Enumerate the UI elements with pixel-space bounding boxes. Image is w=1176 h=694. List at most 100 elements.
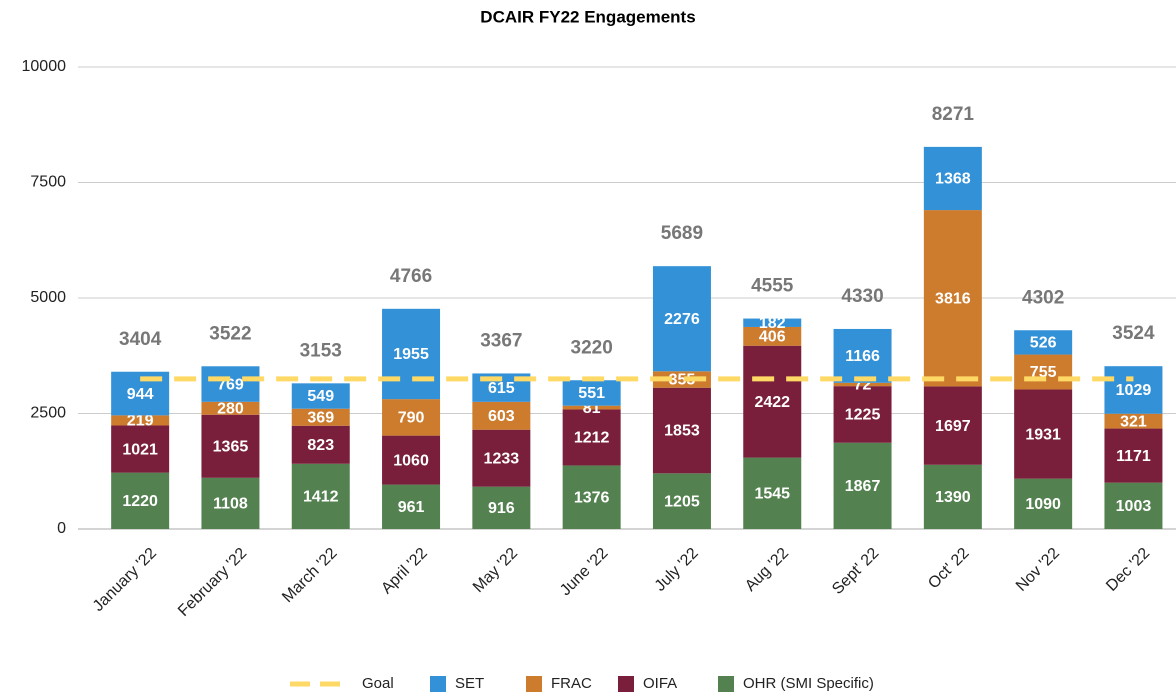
bar-segment: [562, 405, 621, 410]
value-label: 1867: [845, 478, 881, 495]
x-tick-label: Nov '22: [1013, 545, 1063, 595]
bar-segment: [743, 318, 802, 327]
bar-segment: [291, 463, 350, 529]
total-label: 4302: [1022, 287, 1064, 308]
bar-segment: [562, 465, 621, 529]
value-label: 1365: [213, 438, 249, 455]
chart-title: DCAIR FY22 Engagements: [480, 7, 695, 26]
bar-segment: [472, 486, 531, 529]
total-label: 3522: [209, 323, 251, 344]
x-tick-label: April '22: [378, 545, 431, 598]
bar-segment: [111, 415, 170, 426]
bar-segment: [652, 387, 711, 474]
total-label: 4555: [751, 276, 794, 297]
value-label: 1060: [393, 452, 429, 469]
x-tick-label: March '22: [279, 545, 340, 606]
bar-segment: [1014, 330, 1073, 355]
bar-segment: [201, 414, 260, 478]
x-tick-label: February '22: [175, 545, 250, 620]
bar-segment: [1014, 389, 1073, 479]
legend-swatch: [618, 676, 634, 692]
bar-segment: [291, 425, 350, 464]
x-tick-group: May '22: [470, 545, 521, 596]
value-label: 1212: [574, 430, 610, 447]
value-label: 182: [759, 315, 786, 332]
x-tick-label: January '22: [90, 545, 160, 615]
bar-segment: [652, 473, 711, 529]
x-tick-label: Dec '22: [1103, 545, 1153, 595]
bar-segment: [1014, 354, 1073, 390]
legend-swatch: [430, 676, 446, 692]
value-label: 1166: [845, 348, 880, 365]
value-label: 1220: [122, 493, 158, 510]
bar-segment: [201, 477, 260, 529]
x-tick-group: March '22: [279, 545, 340, 606]
value-label: 1225: [845, 407, 881, 424]
bar-segment: [833, 328, 892, 383]
value-label: 526: [1030, 335, 1057, 352]
total-label: 3524: [1112, 323, 1155, 344]
total-label: 3367: [480, 330, 522, 351]
bar-segment: [923, 210, 982, 387]
value-label: 2276: [664, 311, 700, 328]
value-label: 1931: [1025, 426, 1061, 443]
x-tick-group: Nov '22: [1013, 545, 1063, 595]
value-label: 944: [127, 386, 154, 403]
value-label: 280: [217, 400, 244, 417]
legend-swatch: [526, 676, 542, 692]
value-label: 1171: [1116, 448, 1151, 465]
bar-segment: [1104, 482, 1163, 529]
bar-segment: [562, 409, 621, 466]
bar-segment: [1014, 478, 1073, 529]
total-label: 3153: [300, 340, 342, 361]
x-tick-group: Sept' 22: [829, 545, 882, 598]
legend-swatch: [718, 676, 734, 692]
bar-segment: [1104, 366, 1163, 414]
x-tick-group: Dec '22: [1103, 545, 1153, 595]
x-tick-label: Sept' 22: [829, 545, 882, 598]
x-tick-group: July '22: [652, 545, 702, 595]
legend-label: OHR (SMI Specific): [743, 675, 874, 692]
bar-segment: [923, 386, 982, 465]
bar-segment: [382, 435, 441, 485]
x-tick-label: Aug '22: [742, 545, 792, 595]
y-tick-label: 0: [57, 520, 66, 537]
value-label: 916: [488, 500, 515, 517]
value-label: 823: [307, 437, 334, 454]
total-label: 8271: [932, 104, 975, 125]
value-label: 1697: [935, 418, 971, 435]
value-label: 603: [488, 408, 515, 425]
bar-segment: [833, 382, 892, 387]
value-label: 219: [127, 413, 154, 430]
value-label: 1205: [664, 493, 700, 510]
bar-segment: [201, 401, 260, 415]
value-label: 1412: [303, 489, 339, 506]
x-tick-label: June '22: [557, 545, 612, 600]
x-tick-group: February '22: [175, 545, 250, 620]
bar-segment: [562, 380, 621, 406]
total-label: 5689: [661, 223, 703, 244]
bar-segment: [382, 308, 441, 400]
value-label: 1108: [213, 496, 248, 513]
bar-segment: [472, 429, 531, 487]
bar-segment: [111, 425, 170, 473]
y-tick-label: 10000: [22, 58, 67, 75]
value-label: 1029: [1116, 382, 1152, 399]
value-label: 549: [307, 388, 334, 405]
y-tick-label: 7500: [30, 174, 66, 191]
value-label: 961: [398, 499, 425, 516]
total-label: 4330: [841, 286, 883, 307]
value-label: 1021: [122, 441, 158, 458]
bar-segment: [743, 326, 802, 346]
bar-segment: [743, 457, 802, 529]
value-label: 1368: [935, 171, 971, 188]
bar-segment: [923, 146, 982, 211]
bar-segment: [652, 371, 711, 388]
value-label: 1955: [393, 346, 429, 363]
bar-segment: [291, 383, 350, 409]
value-label: 406: [759, 329, 786, 346]
bar-segment: [923, 464, 982, 529]
value-label: 551: [578, 385, 605, 402]
bar-segment: [1104, 428, 1163, 483]
